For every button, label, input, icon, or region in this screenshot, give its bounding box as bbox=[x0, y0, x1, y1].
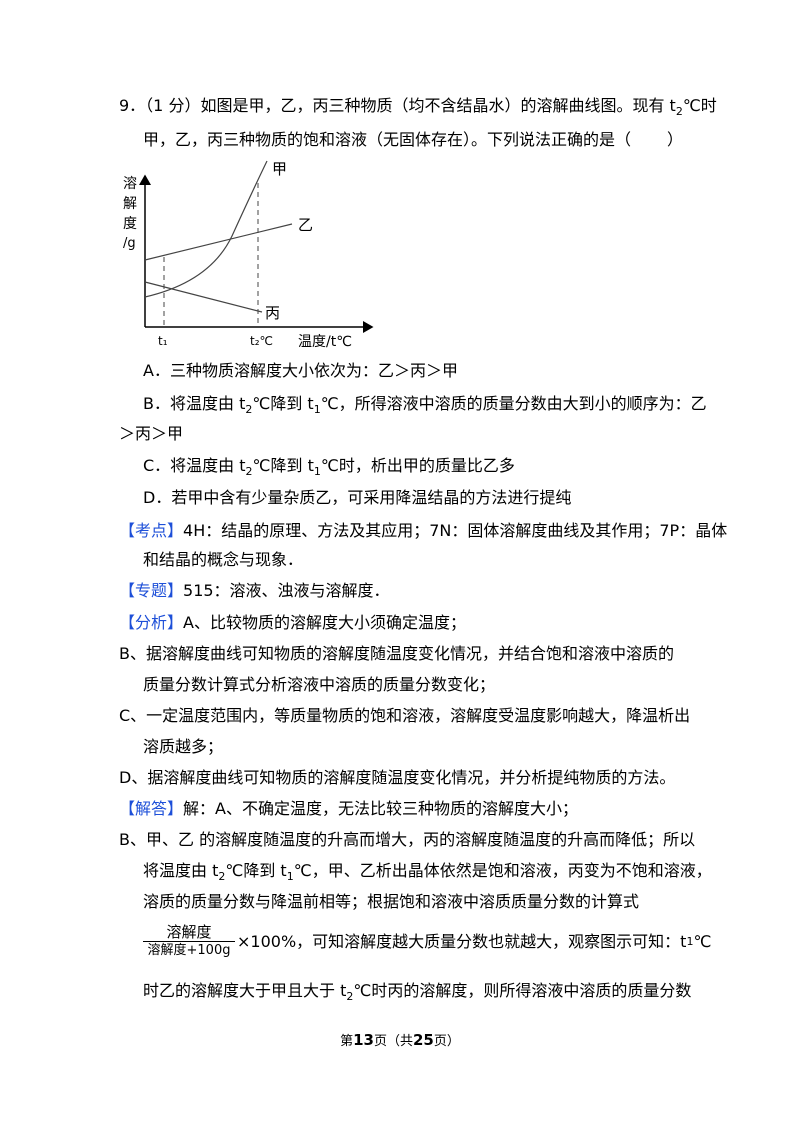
page-number: 13 bbox=[353, 1031, 374, 1049]
y-label-2: 解 bbox=[123, 196, 137, 212]
fenxi-tag: 【分析】 bbox=[119, 613, 184, 632]
kaodian-line-2: 和结晶的概念与现象． bbox=[143, 550, 304, 569]
fenxi-line-b1: B、据溶解度曲线可知物质的溶解度随温度变化情况，并结合饱和溶液中溶质的 bbox=[119, 644, 674, 663]
kaodian-tag: 【考点】 bbox=[119, 521, 184, 540]
fenxi-line-c1: C、一定温度范围内，等质量物质的饱和溶液，溶解度受温度影响越大，降温析出 bbox=[119, 706, 691, 725]
y-label-1: 溶 bbox=[123, 176, 137, 192]
t2-label: t₂℃ bbox=[250, 334, 273, 348]
fraction-denominator: 溶解度+100g bbox=[147, 943, 231, 958]
jieda-line-b2: 将温度由 t2℃降到 t1℃，甲、乙析出晶体依然是饱和溶液，丙变为不饱和溶液， bbox=[143, 861, 712, 884]
fenxi-line-b2: 质量分数计算式分析溶液中溶质的质量分数变化； bbox=[143, 675, 496, 694]
y-label-3: 度 bbox=[123, 216, 137, 232]
curve-jia bbox=[144, 160, 268, 298]
label-bing: 丙 bbox=[265, 304, 280, 322]
fraction-numerator: 溶解度 bbox=[166, 923, 212, 941]
curve-bing bbox=[144, 281, 263, 313]
option-d: D．若甲中含有少量杂质乙，可采用降温结晶的方法进行提纯 bbox=[143, 488, 572, 507]
fraction: 溶解度 溶解度+100g bbox=[143, 923, 235, 960]
option-b-line-1: B．将温度由 t2℃降到 t1℃，所得溶液中溶质的质量分数由大到小的顺序为：乙 bbox=[143, 394, 707, 417]
zhuanti-line: 【专题】515：溶液、浊液与溶解度． bbox=[119, 581, 390, 600]
option-c: C．将温度由 t2℃降到 t1℃时，析出甲的质量比乙多 bbox=[143, 456, 515, 479]
y-label-4: /g bbox=[123, 236, 136, 251]
fenxi-line-d: D、据溶解度曲线可知物质的溶解度随温度变化情况，并分析提纯物质的方法。 bbox=[119, 768, 676, 787]
t1-label: t₁ bbox=[158, 334, 168, 348]
option-b-line-2: ＞丙＞甲 bbox=[119, 424, 184, 443]
curve-yi bbox=[144, 223, 293, 261]
jieda-line-b3: 溶质的质量分数与降温前相等；根据饱和溶液中溶质质量分数的计算式 bbox=[143, 892, 640, 911]
label-yi: 乙 bbox=[298, 216, 313, 234]
label-jia: 甲 bbox=[272, 160, 287, 178]
jieda-line-b1: B、甲、乙 的溶解度随温度的升高而增大，丙的溶解度随温度的升高而降低；所以 bbox=[119, 830, 696, 849]
zhuanti-tag: 【专题】 bbox=[119, 581, 184, 600]
question-line-2: 甲，乙，丙三种物质的饱和溶液（无固体存在）。下列说法正确的是（） bbox=[143, 130, 684, 149]
fenxi-line-a: 【分析】A、比较物质的溶解度大小须确定温度； bbox=[119, 613, 466, 632]
kaodian-line-1: 【考点】4H：结晶的原理、方法及其应用；7N：固体溶解度曲线及其作用；7P：晶体 bbox=[119, 521, 728, 540]
question-line-1: 9．（1 分）如图是甲，乙，丙三种物质（均不含结晶水）的溶解曲线图。现有 t2℃… bbox=[119, 96, 717, 119]
jieda-tag: 【解答】 bbox=[119, 799, 184, 818]
page-total: 25 bbox=[413, 1031, 434, 1049]
x-axis-label: 温度/t℃ bbox=[298, 334, 352, 350]
fenxi-line-c2: 溶质越多； bbox=[143, 737, 224, 756]
option-a: A．三种物质溶解度大小依次为：乙＞丙＞甲 bbox=[143, 361, 458, 380]
jieda-line-b4: 溶解度 溶解度+100g ×100%，可知溶解度越大质量分数也就越大，观察图示可… bbox=[143, 923, 711, 960]
jieda-line-b5: 时乙的溶解度大于甲且大于 t2℃时丙的溶解度，则所得溶液中溶质的质量分数 bbox=[143, 981, 692, 1004]
jieda-line-a: 【解答】解：A、不确定温度，无法比较三种物质的溶解度大小； bbox=[119, 799, 578, 818]
page-footer: 第13页（共25页） bbox=[340, 1031, 460, 1049]
